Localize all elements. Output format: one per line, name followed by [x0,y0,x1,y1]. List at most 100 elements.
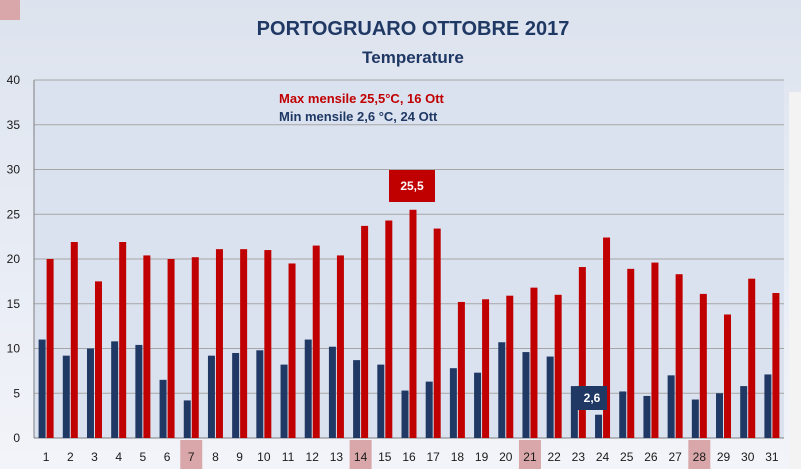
highlight-boxes [180,440,711,469]
x-tick-label: 12 [306,450,320,464]
x-tick-label: 3 [91,450,98,464]
gridlines [33,79,784,439]
bar-min [183,400,191,438]
bar-min [38,339,46,438]
x-tick-label: 28 [693,450,707,464]
bar-max [191,257,199,438]
y-tick-label: 25 [7,207,21,221]
day-highlight [180,440,203,469]
bar-min [280,364,288,438]
bar-min [691,399,699,438]
bar-max [578,267,586,438]
x-tick-label: 1 [43,450,50,464]
bar-min [546,356,554,438]
bar-min [449,368,457,438]
x-tick-label: 27 [668,450,682,464]
bar-max [506,295,514,438]
x-tick-label: 11 [282,450,295,464]
bar-min [256,350,264,438]
day-highlight [349,440,372,469]
y-axis-ticks: 0 5 10 15 20 25 30 35 40 [7,73,21,445]
bar-max [264,250,272,438]
bar-max [119,241,127,438]
bar-min [425,381,433,438]
max-callout: 25,5 [389,170,435,202]
bar-max [603,237,611,438]
x-tick-label: 22 [547,450,561,464]
x-tick-label: 17 [427,450,441,464]
x-tick-label: 23 [572,450,586,464]
x-tick-label: 13 [330,450,344,464]
bar-min [764,374,772,438]
bar-min [377,364,385,438]
side-strip [789,92,801,469]
bar-max [312,245,320,438]
bar-max [70,241,78,438]
bar-min [328,346,336,438]
x-tick-label: 29 [717,450,731,464]
bar-min [62,355,70,438]
bar-min [111,341,119,438]
bar-min [740,386,748,438]
bar-max [361,225,369,438]
bar-min [619,391,627,438]
x-tick-label: 4 [115,450,122,464]
bar-min [232,352,240,438]
bar-max [772,293,780,438]
max-callout-label: 25,5 [400,179,424,193]
x-tick-label: 9 [236,450,243,464]
x-tick-label: 16 [402,450,416,464]
bar-max [433,228,441,438]
y-tick-label: 5 [13,386,20,400]
bar-max [46,259,54,438]
bar-min [595,414,603,438]
bar-max [651,262,659,438]
bar-max [724,314,732,438]
bar-min [474,372,482,438]
y-tick-label: 15 [7,297,21,311]
bar-min [667,375,675,438]
y-tick-label: 10 [7,342,21,356]
min-annotation: Min mensile 2,6 °C, 24 Ott [279,109,438,124]
bar-max [94,281,102,438]
y-tick-label: 20 [7,252,21,266]
bar-min [522,352,530,438]
bar-max [167,259,175,438]
bar-max [554,294,562,438]
day-highlight [688,440,711,469]
bar-min [86,348,94,438]
x-tick-label: 21 [523,450,537,464]
y-tick-label: 0 [13,431,20,445]
bar-max [143,255,151,438]
bar-min [353,360,361,438]
y-tick-label: 30 [7,163,21,177]
bar-min [207,355,215,438]
bar-min [643,395,651,438]
x-tick-label: 2 [67,450,74,464]
x-tick-label: 20 [499,450,513,464]
x-tick-label: 15 [378,450,392,464]
corner-marker [0,0,20,20]
x-tick-label: 14 [354,450,368,464]
bar-min [716,393,724,438]
chart-subtitle: Temperature [362,48,464,67]
bar-min [570,386,578,438]
bar-max [288,263,296,438]
min-callout: 2,6 [577,386,607,410]
x-tick-label: 24 [596,450,610,464]
bar-max [385,220,393,438]
bar-max [675,274,683,438]
x-tick-label: 26 [644,450,658,464]
y-tick-label: 35 [7,118,21,132]
x-tick-label: 19 [475,450,489,464]
x-axis-ticks: 1 2 3 4 5 6 7 8 9 10 11 12 13 14 15 16 17 18 19 20 21 22 23 24 2… [43,450,779,464]
min-callout-label: 2,6 [584,391,601,405]
bar-min [135,344,143,438]
bar-max [457,301,465,438]
bar-min [498,342,506,438]
x-tick-label: 31 [765,450,779,464]
bar-max [240,249,248,438]
x-tick-label: 5 [140,450,147,464]
x-tick-label: 18 [451,450,465,464]
